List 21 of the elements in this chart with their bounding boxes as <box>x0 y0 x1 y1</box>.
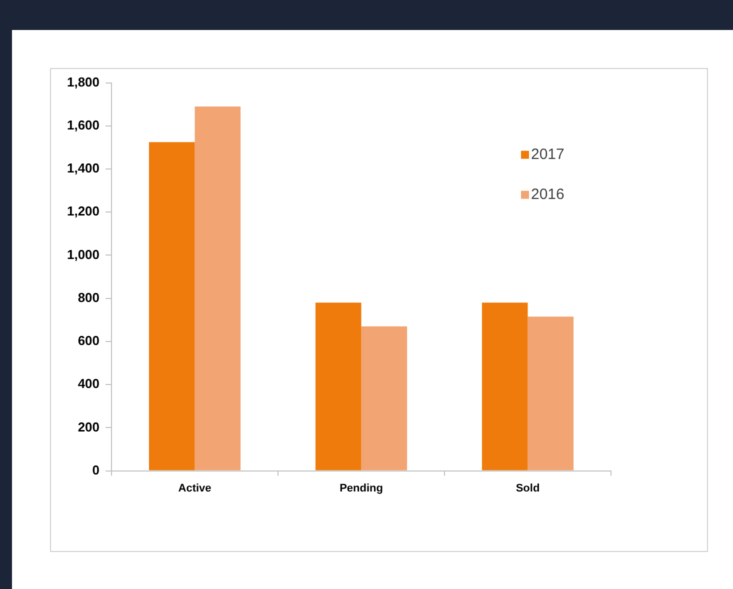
x-tick-label: Sold <box>516 482 540 494</box>
y-tick-label: 1,600 <box>66 117 100 132</box>
y-tick-label: 1,000 <box>66 246 100 262</box>
y-tick-label: 1,400 <box>66 160 100 176</box>
y-tick-label: 800 <box>78 290 100 305</box>
bar <box>482 302 528 470</box>
bar <box>315 302 362 470</box>
legend-label: 2016 <box>531 186 564 203</box>
x-tick-label: Active <box>178 482 212 494</box>
bar <box>528 316 574 470</box>
y-tick-label: 600 <box>78 333 100 348</box>
bar <box>148 142 195 470</box>
bar <box>361 326 408 470</box>
x-tick-label: Pending <box>340 482 383 494</box>
bar <box>194 106 241 470</box>
y-tick-label: 200 <box>78 419 100 434</box>
y-tick-label: 1,800 <box>66 74 100 90</box>
y-tick-label: 0 <box>92 462 100 478</box>
y-tick-label: 400 <box>78 376 100 392</box>
y-tick-label: 1,200 <box>66 204 100 219</box>
legend-label: 2017 <box>531 146 564 163</box>
